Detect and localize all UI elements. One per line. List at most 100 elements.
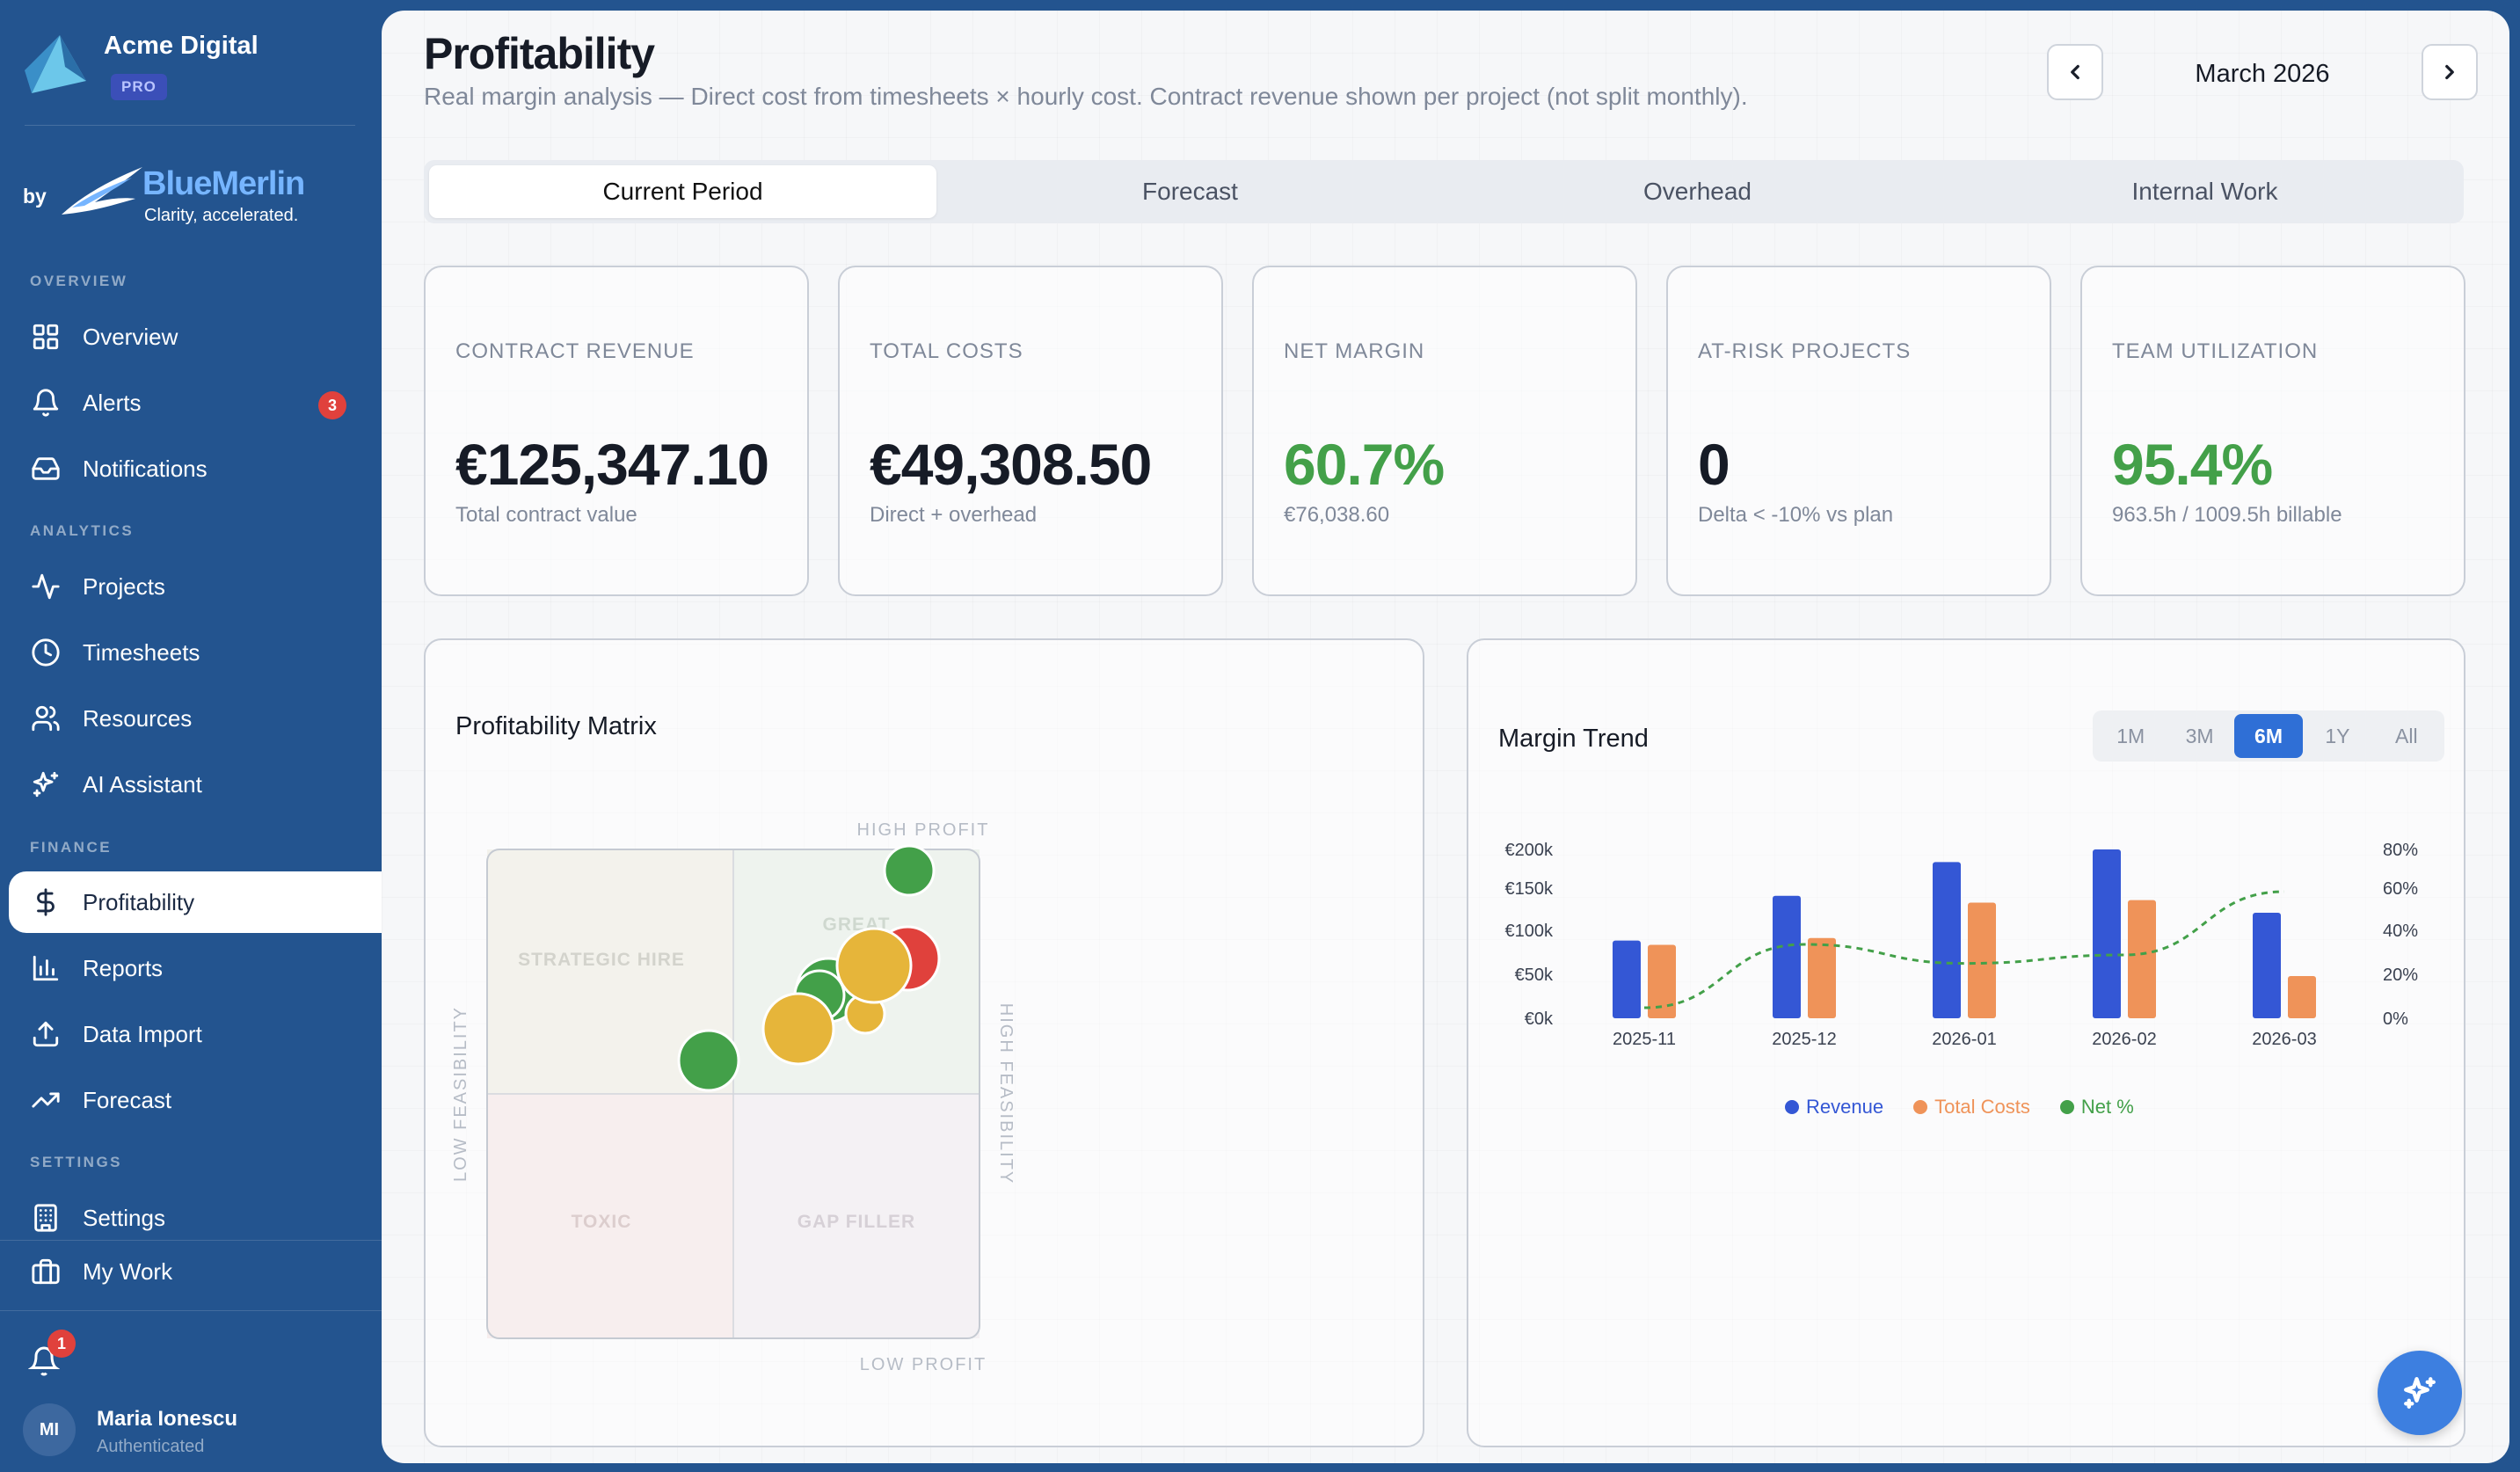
axis-label-high-feasibility: HIGH FEASIBILITY (996, 1003, 1016, 1184)
nav-item-forecast[interactable]: Forecast (9, 1069, 382, 1131)
legend-total-costs[interactable]: Total Costs (1913, 1096, 2030, 1119)
range-1y-button[interactable]: 1Y (2325, 724, 2350, 747)
kpi-label: AT-RISK PROJECTS (1698, 339, 1912, 363)
nav-item-ai-assistant[interactable]: AI Assistant (9, 754, 382, 815)
notifications-bell-button[interactable]: 1 (28, 1330, 81, 1382)
y-right-tick-label: 0% (2383, 1009, 2408, 1029)
total-costs-bar[interactable] (2288, 976, 2316, 1018)
legend-label: Revenue (1806, 1096, 1884, 1118)
trending-up-icon (28, 1082, 63, 1118)
x-tick-label: 2026-03 (2252, 1030, 2316, 1049)
revenue-bar[interactable] (1613, 940, 1641, 1018)
nav-item-projects[interactable]: Projects (9, 556, 382, 617)
bell-icon (28, 1346, 60, 1376)
tab-internal-work[interactable]: Internal Work (2131, 178, 2278, 205)
upload-icon (28, 1017, 63, 1052)
legend-label: Total Costs (1934, 1096, 2030, 1118)
section-analytics: ANALYTICS (30, 522, 135, 539)
quadrant-label-strategic-hire: STRATEGIC HIRE (518, 950, 685, 970)
plan-badge: PRO (111, 74, 167, 100)
total-costs-bar[interactable] (2128, 900, 2156, 1018)
total-costs-bar[interactable] (1808, 937, 1836, 1018)
axis-label-low-feasibility: LOW FEASIBILITY (451, 1006, 470, 1182)
revenue-bar[interactable] (2093, 849, 2121, 1018)
kpi-contract-revenue: CONTRACT REVENUE €125,347.10 Total contr… (424, 266, 809, 596)
sparkles-icon (2404, 1377, 2436, 1409)
kpi-at-risk-projects: AT-RISK PROJECTS 0 Delta < -10% vs plan (1666, 266, 2051, 596)
nav-item-my-work[interactable]: My Work (9, 1241, 382, 1302)
nav-item-reports[interactable]: Reports (9, 937, 382, 999)
matrix-frame (486, 849, 980, 1339)
inbox-icon (28, 451, 63, 486)
tab-current-period[interactable]: Current Period (429, 165, 936, 218)
kpi-value: €49,308.50 (870, 432, 1152, 497)
nav-item-notifications[interactable]: Notifications (9, 438, 382, 499)
tab-overhead[interactable]: Overhead (1643, 178, 1752, 205)
previous-month-button[interactable] (2047, 44, 2103, 100)
nav-label: Projects (83, 572, 165, 600)
kpi-subtext: €76,038.60 (1284, 503, 1390, 527)
nav-item-data-import[interactable]: Data Import (9, 1003, 382, 1065)
revenue-bar[interactable] (2253, 913, 2281, 1018)
range-all-button[interactable]: All (2395, 724, 2418, 747)
next-month-button[interactable] (2422, 44, 2478, 100)
nav-item-profitability[interactable]: Profitability (9, 871, 382, 933)
range-6m-button[interactable]: 6M (2233, 714, 2304, 758)
page-title: Profitability (424, 29, 655, 78)
total-costs-bar[interactable] (1648, 944, 1676, 1018)
profitability-matrix-panel: Profitability Matrix STRATEGIC HIRE GREA… (424, 638, 1424, 1447)
legend-dot (1785, 1100, 1799, 1114)
chevron-right-icon (2445, 64, 2454, 80)
x-tick-label: 2026-02 (2092, 1030, 2156, 1049)
bluemerlin-bird-icon (62, 167, 142, 215)
range-1m-button[interactable]: 1M (2116, 724, 2145, 747)
kpi-value: 0 (1698, 432, 1730, 497)
activity-icon (28, 569, 63, 604)
nav-label: Settings (83, 1204, 165, 1231)
project-bubble[interactable] (883, 844, 936, 897)
kpi-value: €125,347.10 (455, 432, 769, 497)
sidebar: Acme Digital PRO by BlueMerlin Clarity, … (0, 0, 382, 1472)
y-right-tick-label: 80% (2383, 841, 2418, 860)
margin-trend-chart: €0k 0% €50k 20% €100k 40% €150k 60% €200k 80% 2025… (1505, 841, 2419, 1049)
kpi-subtext: Delta < -10% vs plan (1698, 503, 1894, 527)
nav-label: Timesheets (83, 638, 200, 666)
month-navigator: March 2026 (2047, 44, 2478, 102)
users-icon (28, 701, 63, 736)
user-profile[interactable]: MI Maria Ionescu Authenticated (23, 1403, 375, 1461)
kpi-subtext: 963.5h / 1009.5h billable (2112, 503, 2342, 527)
y-right-tick-label: 20% (2383, 966, 2418, 985)
company-name: Acme Digital (104, 32, 259, 60)
y-left-tick-label: €0k (1525, 1009, 1554, 1029)
legend-revenue[interactable]: Revenue (1785, 1096, 1883, 1119)
y-left-tick-label: €150k (1505, 879, 1554, 899)
by-label: by (23, 185, 47, 208)
legend-net-percent[interactable]: Net % (2059, 1096, 2134, 1119)
divider (0, 1310, 382, 1311)
project-bubble[interactable] (835, 927, 913, 1004)
total-costs-bar[interactable] (1968, 902, 1996, 1018)
project-bubble[interactable] (677, 1029, 740, 1092)
project-bubble[interactable] (761, 992, 835, 1066)
tab-forecast[interactable]: Forecast (1142, 178, 1238, 205)
kpi-net-margin: NET MARGIN 60.7% €76,038.60 (1252, 266, 1637, 596)
nav-label: Data Import (83, 1020, 202, 1047)
x-tick-label: 2025-12 (1772, 1030, 1836, 1049)
divider (25, 125, 355, 126)
range-3m-button[interactable]: 3M (2185, 724, 2214, 747)
nav-item-alerts[interactable]: Alerts 3 (9, 372, 382, 434)
ai-assistant-fab[interactable] (2378, 1351, 2462, 1435)
revenue-bar[interactable] (1773, 895, 1801, 1018)
nav-label: AI Assistant (83, 770, 202, 798)
section-settings: SETTINGS (30, 1154, 123, 1170)
axis-label-high-profit: HIGH PROFIT (857, 820, 990, 840)
nav-label: Reports (83, 954, 164, 981)
nav-item-overview[interactable]: Overview (9, 306, 382, 368)
nav-item-timesheets[interactable]: Timesheets (9, 622, 382, 683)
nav-item-resources[interactable]: Resources (9, 688, 382, 749)
nav-item-settings[interactable]: Settings (9, 1187, 382, 1249)
revenue-bar[interactable] (1933, 862, 1961, 1018)
margin-trend-panel: Margin Trend 1M 3M 6M 1Y All €0k 0% €50k 20… (1467, 638, 2465, 1447)
notification-count-badge: 1 (47, 1330, 76, 1358)
partner-name: BlueMerlin (142, 165, 305, 202)
